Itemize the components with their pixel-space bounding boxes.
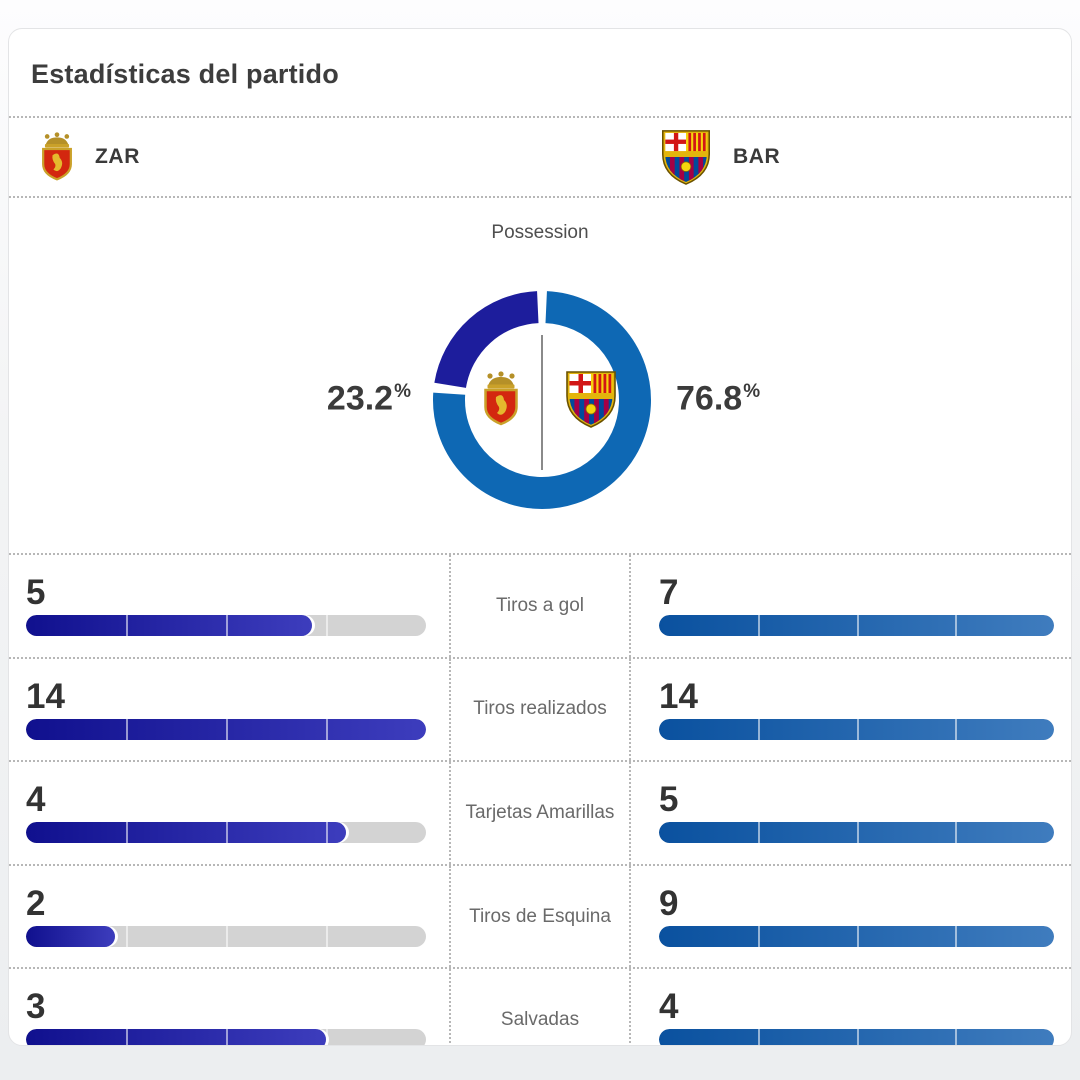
away-stat-bar [659,1029,1054,1045]
away-stat-bar [659,718,1054,740]
away-possession-value: 76.8% [676,379,761,418]
stats-grid: 5 Tiros a gol 7 14 Tiros realizados 14 4 [9,553,1071,1045]
stat-label: Tiros a gol [496,594,584,616]
stat-row-tiros-realizados: 14 Tiros realizados 14 [9,656,1071,761]
team-home: ZAR [39,118,140,196]
home-stat-value: 5 [26,573,46,612]
percent-sign: % [743,381,761,402]
home-stat-value: 3 [26,987,46,1027]
away-stat-value: 5 [659,780,679,820]
stat-row-tiros-de-esquina: 2 Tiros de Esquina 9 [9,863,1071,968]
zar-crest-icon [484,371,518,426]
stat-label: Salvadas [500,1009,580,1031]
bar-crest-icon [567,372,615,427]
donut-away-arc [433,291,651,509]
possession-donut-chart [433,291,651,509]
team-home-code: ZAR [95,145,140,168]
away-stat-value: 9 [659,883,679,923]
zar-crest-icon [39,132,75,182]
home-stat-bar [26,1029,426,1045]
team-away: BAR [659,118,780,196]
stat-row-tiros-a-gol: 5 Tiros a gol 7 [9,553,1071,657]
away-stat-bar [659,615,1054,636]
stat-label: Tiros de Esquina [469,905,611,927]
possession-title: Possession [491,222,589,243]
home-possession-value: 23.2% [326,379,411,418]
home-stat-bar [26,718,426,740]
away-stat-value: 7 [659,573,679,612]
team-header-row: ZAR BAR [9,118,1071,198]
away-stat-bar [659,925,1054,947]
home-stat-bar [26,615,426,636]
away-stat-value: 14 [659,676,698,716]
team-away-code: BAR [733,145,781,168]
bar-crest-icon [659,127,713,187]
match-stats-card: Estadísticas del partido ZAR BAR Possess… [8,28,1072,1046]
away-stat-value: 4 [659,987,679,1027]
home-stat-value: 4 [26,780,46,820]
home-stat-bar [26,822,426,844]
stat-row-salvadas: 3 Salvadas 4 [9,967,1071,1045]
stat-label: Tiros realizados [473,698,607,720]
possession-section: Possession 23.2% 76.8% [9,222,1071,553]
page-title: Estadísticas del partido [31,59,339,89]
card-header: Estadísticas del partido [9,29,1071,118]
away-stat-bar [659,822,1054,844]
donut-home-arc [434,291,540,389]
percent-sign: % [394,381,411,402]
home-stat-value: 2 [26,883,46,923]
stat-label: Tarjetas Amarillas [465,801,615,823]
stat-row-tarjetas-amarillas: 4 Tarjetas Amarillas 5 [9,760,1071,864]
home-stat-bar [26,925,426,947]
home-stat-value: 14 [26,676,65,716]
